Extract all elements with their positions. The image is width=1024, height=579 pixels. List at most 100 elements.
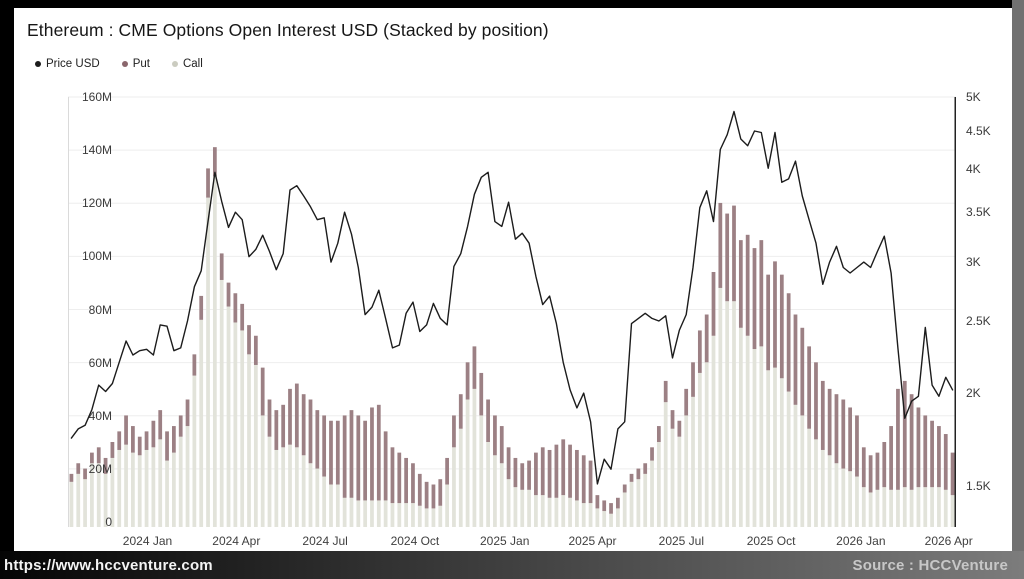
legend-label: Put (132, 58, 150, 70)
call-bar (383, 500, 388, 527)
left-axis-label: 80M (88, 302, 112, 317)
call-bar (656, 442, 661, 527)
call-bar (226, 306, 231, 527)
call-bar (472, 388, 477, 527)
put-bar (636, 468, 641, 480)
call-bar (452, 447, 456, 527)
put-bar (506, 447, 511, 480)
put-bar (861, 447, 866, 488)
call-bar (745, 335, 750, 527)
call-bar (520, 489, 525, 527)
put-bar (178, 415, 183, 437)
call-bar (124, 444, 128, 527)
put-bar (315, 410, 320, 469)
put-bar (472, 346, 477, 389)
x-axis-label: 2024 Apr (212, 534, 261, 548)
put-bar (137, 436, 142, 456)
call-bar (855, 476, 859, 527)
legend-dot-icon (121, 61, 128, 67)
call-bar (588, 503, 593, 527)
put-bar (390, 447, 395, 504)
x-axis-label: 2025 Apr (568, 534, 617, 548)
legend-item-call[interactable]: Call (171, 58, 203, 70)
x-axis-label: 2026 Apr (924, 534, 973, 548)
call-bar (356, 500, 361, 527)
call-bar (684, 415, 689, 527)
chart-legend: Price USD Put Call (35, 58, 203, 70)
put-bar (131, 426, 135, 453)
put-bar (930, 420, 934, 488)
call-bar (438, 505, 443, 527)
put-bar (540, 447, 545, 496)
call-bar (206, 197, 210, 527)
call-bar (766, 370, 771, 527)
call-bar (937, 487, 941, 527)
call-bar (547, 497, 552, 527)
call-bar (820, 449, 825, 527)
call-bar (137, 455, 142, 527)
bottom-bar: https://www.hccventure.com Source : HCCV… (0, 551, 1024, 579)
put-bar (233, 293, 238, 323)
left-axis-label: 140M (81, 143, 112, 158)
put-bar (192, 354, 197, 376)
put-bar (397, 452, 402, 504)
call-bar (376, 500, 381, 527)
put-bar (759, 240, 764, 347)
call-bar (738, 327, 743, 527)
call-bar (909, 489, 914, 527)
put-bar (554, 444, 559, 498)
call-bar (288, 444, 292, 527)
call-bar (76, 473, 81, 527)
put-bar (438, 479, 443, 506)
call-bar (650, 460, 654, 527)
legend-dot-icon (35, 61, 41, 67)
call-bar (493, 455, 497, 527)
put-bar (950, 452, 955, 496)
call-bar (404, 503, 409, 527)
call-bar (513, 487, 518, 527)
put-bar (458, 394, 463, 429)
put-bar (452, 415, 456, 448)
window-right-strip (1012, 0, 1024, 579)
x-axis-label: 2024 Oct (390, 534, 440, 548)
call-bar (697, 372, 702, 527)
price-line (70, 110, 954, 485)
put-bar (766, 274, 771, 371)
source-credit: Source : HCCVenture (852, 556, 1008, 574)
left-axis-label: 100M (81, 249, 112, 264)
right-axis-label: 3K (966, 255, 981, 270)
put-bar (609, 503, 613, 514)
legend-item-price-usd[interactable]: Price USD (35, 58, 100, 70)
right-axis-label: 3.5K (966, 205, 991, 220)
put-bar (370, 407, 374, 501)
put-bar (185, 399, 190, 427)
put-bar (547, 449, 552, 498)
call-bar (691, 396, 695, 527)
x-axis-label: 2026 Jan (836, 534, 886, 548)
left-axis-label: 60M (88, 355, 112, 370)
put-bar (383, 431, 388, 501)
put-bar (834, 394, 839, 464)
call-bar (247, 354, 251, 527)
call-bar (308, 463, 313, 527)
chart-card: Ethereum : CME Options Open Interest USD… (14, 8, 1012, 551)
put-bar (267, 399, 272, 437)
call-bar (212, 176, 217, 527)
call-bar (677, 436, 682, 527)
call-bar (479, 415, 484, 527)
put-bar (329, 420, 333, 485)
legend-item-put[interactable]: Put (121, 58, 150, 70)
put-bar (144, 431, 149, 450)
put-bar (745, 234, 750, 336)
put-bar (356, 415, 361, 501)
call-bar (465, 399, 470, 527)
put-bar (786, 293, 791, 392)
put-bar (424, 481, 429, 509)
call-bar (800, 415, 805, 527)
put-bar (902, 380, 907, 488)
put-bar (493, 415, 497, 456)
call-bar (83, 479, 87, 527)
right-axis-label: 4K (966, 162, 981, 177)
put-bar (868, 455, 873, 493)
